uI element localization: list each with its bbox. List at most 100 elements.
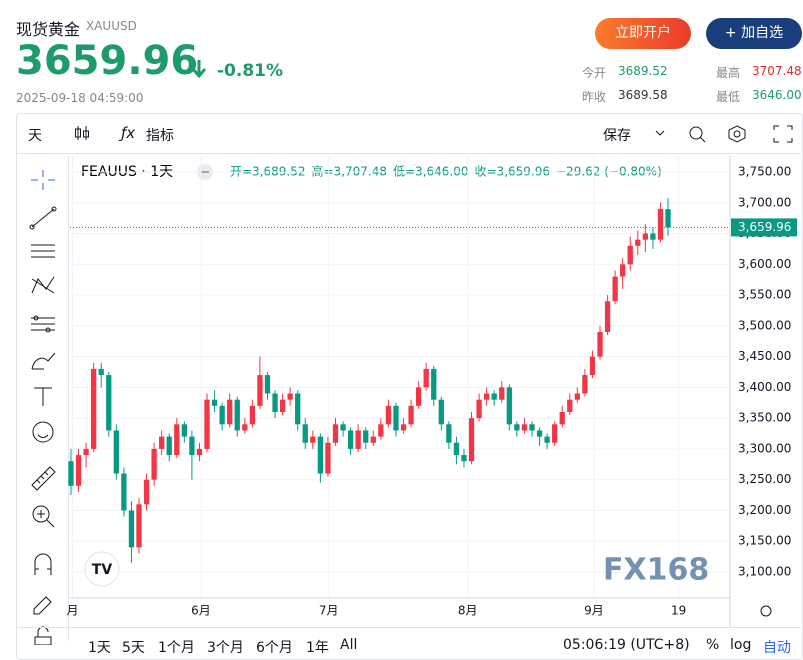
candle-body	[219, 405, 225, 425]
stat-value: 3646.00	[752, 88, 802, 102]
x-tick-label: 9月	[584, 604, 604, 618]
y-tick-label: 3,150.00	[738, 534, 791, 548]
clock[interactable]: 05:06:19 (UTC+8)	[563, 637, 690, 653]
candle-body	[582, 375, 588, 394]
candle-body	[370, 436, 376, 443]
candle-body	[196, 448, 203, 456]
candle-body	[589, 356, 596, 376]
candle-body	[642, 233, 649, 240]
candle-body	[597, 331, 603, 357]
save-button[interactable]: 保存	[603, 128, 631, 144]
candle-body	[665, 209, 671, 228]
range-button[interactable]: 1个月	[158, 640, 195, 656]
toolbar-divider	[17, 153, 801, 154]
range-button[interactable]: 1天	[88, 640, 111, 656]
candle-body	[211, 399, 218, 406]
candle-body	[310, 436, 316, 443]
fx-icon[interactable]: ƒx	[121, 124, 136, 142]
candle-body	[559, 411, 565, 425]
candle-body	[325, 442, 331, 474]
tv-logo	[84, 551, 120, 587]
candle-body	[484, 393, 490, 400]
x-tick-label: 月	[66, 604, 78, 618]
range-button[interactable]: 1年	[306, 640, 329, 656]
scale-option[interactable]: 自动	[763, 640, 791, 656]
candle-body	[363, 430, 369, 443]
candle-body	[536, 430, 543, 437]
y-tick-label: 3,100.00	[738, 564, 791, 578]
candle-body	[506, 387, 512, 425]
x-tick-label: 19	[671, 604, 686, 618]
y-tick-label: 3,750.00	[738, 164, 791, 178]
y-tick-label: 3,700.00	[738, 195, 791, 209]
candle-body	[612, 276, 618, 302]
candle-body	[83, 448, 89, 456]
last-price-tag	[731, 218, 797, 237]
stat-label: 最低	[716, 90, 741, 104]
candle-body	[521, 424, 528, 431]
candle-body	[302, 424, 308, 443]
candle-body	[317, 436, 324, 474]
candle-body	[143, 479, 150, 505]
candle-body	[552, 424, 558, 443]
range-button[interactable]: 6个月	[256, 640, 293, 656]
y-tick-label: 3,550.00	[738, 288, 791, 302]
candle-body	[499, 387, 505, 400]
open-account-button[interactable]: 立即开户	[595, 18, 691, 49]
candle-body	[257, 375, 263, 406]
candle-body	[272, 393, 278, 412]
range-button[interactable]: 5天	[122, 640, 145, 656]
candle-body	[620, 264, 626, 277]
stat-value: 3689.52	[618, 64, 668, 78]
candle-body	[650, 233, 656, 240]
x-tick-label: 7月	[319, 604, 339, 618]
watchlist-button[interactable]: + 加自选	[706, 18, 802, 49]
tv-logo-mark: TV	[92, 562, 113, 578]
candle-body	[514, 424, 520, 431]
candle-body	[544, 436, 550, 443]
y-tick-label: 3,200.00	[738, 503, 791, 517]
down-arrow	[191, 60, 207, 79]
candle-body	[657, 208, 664, 240]
stat-label: 最高	[716, 66, 741, 80]
y-tick-label: 3,400.00	[738, 380, 791, 394]
settings-icon	[760, 605, 772, 617]
candle-body	[136, 504, 142, 548]
candle-body	[159, 436, 165, 449]
candle-body	[446, 424, 452, 443]
indicators-button[interactable]: 指标	[146, 128, 174, 144]
candle-body	[106, 375, 112, 431]
candle-body	[98, 368, 104, 376]
candle-body	[121, 473, 127, 511]
bottom-divider	[17, 627, 801, 628]
candle-body	[378, 424, 384, 437]
candle-body	[128, 510, 135, 548]
chart-style-icon[interactable]	[72, 123, 92, 143]
candle-body	[408, 405, 414, 425]
candle-body	[627, 245, 633, 265]
candle-body	[476, 399, 482, 419]
interval-button[interactable]: 天	[28, 128, 42, 144]
candle-body	[189, 436, 195, 456]
range-button[interactable]: All	[340, 637, 358, 653]
candle-body	[415, 387, 422, 406]
y-tick-label: 3,600.00	[738, 257, 791, 271]
candle-body	[151, 448, 157, 480]
x-tick-label: 6月	[191, 604, 211, 618]
ohlc-legend: 高=3,707.48	[312, 164, 388, 179]
candle-body	[264, 375, 271, 394]
sidebar-divider	[68, 156, 69, 641]
stat-value: 3707.48	[752, 64, 802, 78]
scale-option[interactable]: log	[730, 637, 752, 653]
last-price-label: 3,659.96	[738, 220, 791, 234]
candle-body	[635, 239, 641, 246]
price: 3659.96	[16, 38, 199, 84]
candle-body	[75, 455, 82, 486]
toolbar-icons[interactable]	[655, 124, 803, 144]
range-button[interactable]: 3个月	[207, 640, 244, 656]
scale-option[interactable]: %	[706, 637, 720, 653]
y-tick-label: 3,450.00	[738, 349, 791, 363]
candle-body	[468, 418, 475, 462]
watermark: FX168	[603, 553, 709, 588]
candle-body	[287, 393, 293, 400]
